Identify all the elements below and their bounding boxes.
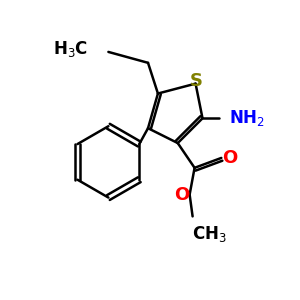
Text: CH$_3$: CH$_3$ bbox=[192, 224, 227, 244]
Text: H$_3$C: H$_3$C bbox=[53, 39, 88, 59]
Text: O: O bbox=[222, 149, 237, 167]
Text: O: O bbox=[174, 186, 189, 204]
Text: NH$_2$: NH$_2$ bbox=[229, 108, 265, 128]
Text: S: S bbox=[190, 72, 203, 90]
